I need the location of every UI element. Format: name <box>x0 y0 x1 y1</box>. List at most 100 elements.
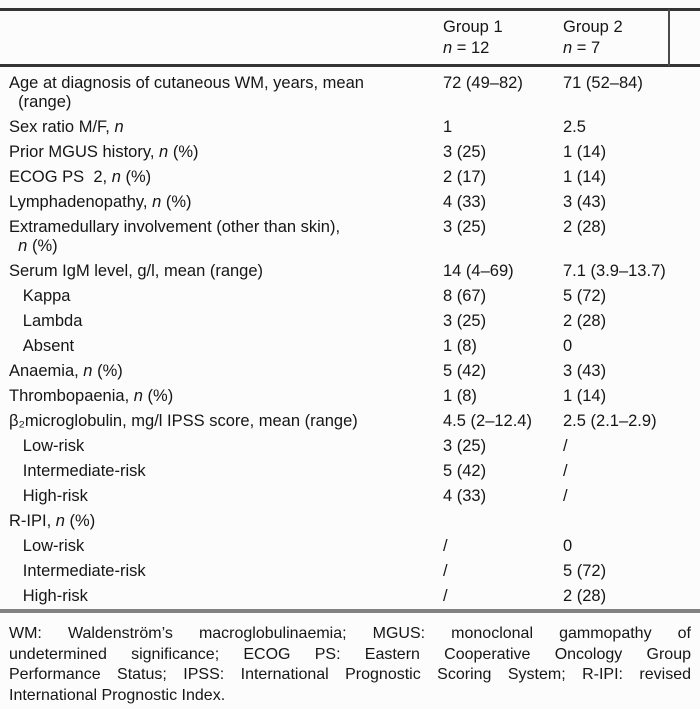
header-group2: Group 2 n = 7 <box>563 17 700 59</box>
group2-value: / <box>563 462 568 480</box>
group1-value: 1 (8) <box>443 387 477 405</box>
table-bottom-rule <box>0 609 700 613</box>
group2-value: 71 (52–84) <box>563 74 643 92</box>
group2-value: / <box>563 487 568 505</box>
table-header: Group 1 n = 12 Group 2 n = 7 <box>0 11 700 64</box>
row-label: High-risk <box>9 587 88 605</box>
row-label: ECOG PS 2, n (%) <box>9 168 152 186</box>
group2-value: 3 (43) <box>563 193 607 211</box>
group1-value: 3 (25) <box>443 218 487 236</box>
row-label: Intermediate-risk <box>9 562 146 580</box>
header-group2-title: Group 2 <box>563 18 623 36</box>
table-row: Serum IgM level, g/l, mean (range) 14 (4… <box>0 259 700 284</box>
header-separator-rule <box>0 64 700 67</box>
group2-value: 1 (14) <box>563 168 607 186</box>
table-row: Absent 1 (8) 0 <box>0 334 700 359</box>
table-row: Sex ratio M/F, n 1 2.5 <box>0 115 700 140</box>
table-row: R-IPI, n (%) <box>0 509 700 534</box>
footnote-line: Performance Status; IPSS: International … <box>9 666 691 683</box>
group2-value: 7.1 (3.9–13.7) <box>563 262 666 280</box>
table-row: Intermediate-risk / 5 (72) <box>0 559 700 584</box>
table-row: Low-risk 3 (25) / <box>0 434 700 459</box>
group1-value: 1 (8) <box>443 337 477 355</box>
row-label: Anaemia, n (%) <box>9 362 123 380</box>
row-label: Intermediate-risk <box>9 462 146 480</box>
group2-value: 1 (14) <box>563 387 607 405</box>
table-top-rule <box>0 8 700 11</box>
row-label: Lambda <box>9 312 83 330</box>
row-label: Absent <box>9 337 75 355</box>
table-row: Kappa 8 (67) 5 (72) <box>0 284 700 309</box>
group1-value <box>443 512 563 531</box>
group1-value: 4 (33) <box>443 487 487 505</box>
group1-value: 5 (42) <box>443 362 487 380</box>
table-row: Extramedullary involvement (other than s… <box>0 215 700 259</box>
header-group1-n-symbol: n <box>443 39 453 57</box>
header-group2-n: n = 7 <box>563 38 700 59</box>
table-row: ECOG PS 2, n (%) 2 (17) 1 (14) <box>0 165 700 190</box>
header-group1-n-value: = 12 <box>452 39 490 57</box>
group1-value: 72 (49–82) <box>443 74 523 92</box>
header-group2-n-value: = 7 <box>572 39 601 57</box>
group2-value: 0 <box>563 537 573 555</box>
group2-value: 0 <box>563 337 573 355</box>
group1-value: 4.5 (2–12.4) <box>443 412 532 430</box>
table-row: Intermediate-risk 5 (42) / <box>0 459 700 484</box>
group1-value: 4 (33) <box>443 193 487 211</box>
group2-value: 5 (72) <box>563 287 607 305</box>
header-group1-n: n = 12 <box>443 38 563 59</box>
header-group1-title: Group 1 <box>443 18 503 36</box>
group2-value: 2.5 <box>563 118 586 136</box>
table-row: Age at diagnosis of cutaneous WM, years,… <box>0 71 700 115</box>
row-label: Kappa <box>9 287 71 305</box>
group1-value: / <box>443 587 448 605</box>
group1-value: 14 (4–69) <box>443 262 514 280</box>
group2-value: 2.5 (2.1–2.9) <box>563 412 657 430</box>
row-label: Thrombopaenia, n (%) <box>9 387 174 405</box>
header-column-divider-artifact <box>668 9 670 66</box>
table-row: Lambda 3 (25) 2 (28) <box>0 309 700 334</box>
footnote-line: WM: Waldenström’s macroglobulinaemia; MG… <box>9 625 691 642</box>
table-row: High-risk 4 (33) / <box>0 484 700 509</box>
footnote-line: International Prognostic Index. <box>9 686 226 704</box>
group2-value: 5 (72) <box>563 562 607 580</box>
group1-value: 1 <box>443 118 453 136</box>
row-label: High-risk <box>9 487 88 505</box>
footnote: WM: Waldenström’s macroglobulinaemia; MG… <box>0 613 700 706</box>
table-row: β₂microglobulin, mg/l IPSS score, mean (… <box>0 409 700 434</box>
group2-value <box>563 512 700 531</box>
group1-value: 3 (25) <box>443 143 487 161</box>
header-empty-cell <box>9 17 443 59</box>
table-row: High-risk / 2 (28) <box>0 584 700 609</box>
group1-value: / <box>443 562 448 580</box>
row-label: Low-risk <box>9 437 85 455</box>
group2-value: 2 (28) <box>563 587 607 605</box>
group1-value: 3 (25) <box>443 437 487 455</box>
row-label: Age at diagnosis of cutaneous WM, years,… <box>9 74 364 111</box>
row-label: Extramedullary involvement (other than s… <box>9 218 341 255</box>
group2-value: 3 (43) <box>563 362 607 380</box>
row-label: Sex ratio M/F, n <box>9 118 124 136</box>
group1-value: 5 (42) <box>443 462 487 480</box>
group2-value: 2 (28) <box>563 312 607 330</box>
row-label: R-IPI, n (%) <box>9 512 96 530</box>
table-row: Low-risk / 0 <box>0 534 700 559</box>
table-body: Age at diagnosis of cutaneous WM, years,… <box>0 71 700 609</box>
group1-value: 2 (17) <box>443 168 487 186</box>
row-label: Prior MGUS history, n (%) <box>9 143 199 161</box>
row-label: Low-risk <box>9 537 85 555</box>
table-row: Lymphadenopathy, n (%) 4 (33) 3 (43) <box>0 190 700 215</box>
header-group2-n-symbol: n <box>563 39 573 57</box>
table-row: Anaemia, n (%) 5 (42) 3 (43) <box>0 359 700 384</box>
group1-value: / <box>443 537 448 555</box>
group2-value: 2 (28) <box>563 218 607 236</box>
row-label: Serum IgM level, g/l, mean (range) <box>9 262 264 280</box>
footnote-line: undetermined significance; ECOG PS: East… <box>9 645 691 663</box>
table-row: Prior MGUS history, n (%) 3 (25) 1 (14) <box>0 140 700 165</box>
group1-value: 8 (67) <box>443 287 487 305</box>
row-label: Lymphadenopathy, n (%) <box>9 193 192 211</box>
group2-value: 1 (14) <box>563 143 607 161</box>
group2-value: / <box>563 437 568 455</box>
group1-value: 3 (25) <box>443 312 487 330</box>
